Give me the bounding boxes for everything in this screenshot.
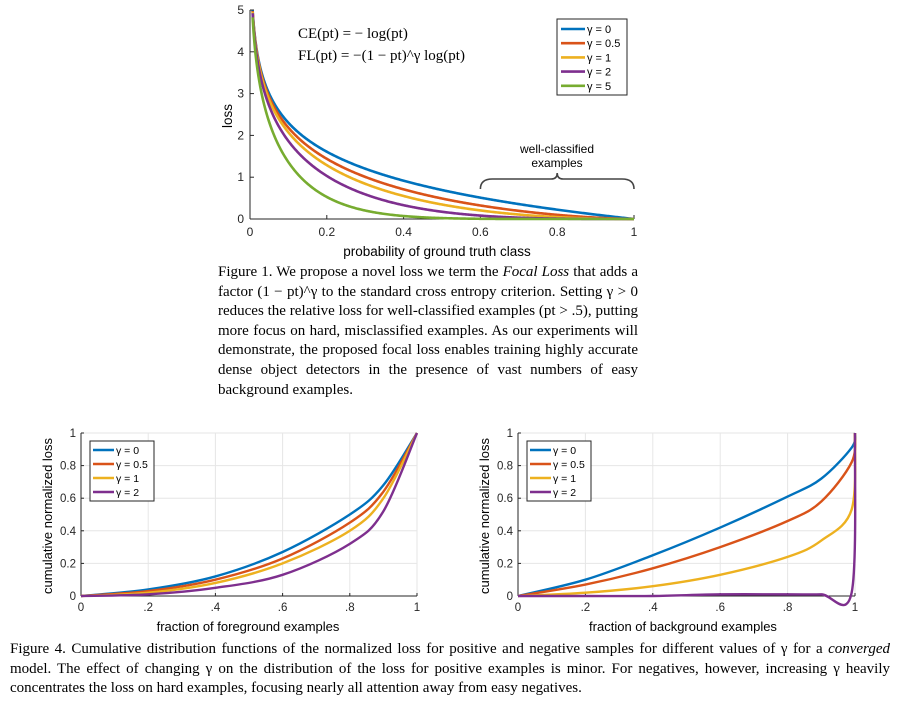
- figure1-caption-text-2: that adds a factor (1 − pt)^γ to the sta…: [218, 264, 638, 398]
- legend-label: γ = 2: [553, 487, 576, 499]
- series-line: [251, 17, 634, 221]
- y-tick-label: 0.4: [497, 526, 514, 538]
- legend-label: γ = 0: [553, 445, 576, 457]
- figure1-chart: 0 0.2 0.4 0.6 0.8 1 0 1 2 3 4 5 probability of grou…: [220, 3, 638, 259]
- figure1-caption-emphasis: Focal Loss: [502, 264, 570, 280]
- x-tick-label: 0.2: [318, 225, 335, 239]
- x-tick-label: 0: [247, 225, 254, 239]
- annotation-line-2: examples: [531, 156, 582, 170]
- x-tick-label: 0.4: [395, 225, 412, 239]
- series-line: [517, 432, 857, 598]
- series-line: [517, 432, 857, 607]
- well-classified-annotation: well-classified examples: [479, 142, 635, 190]
- x-tick-label: 1: [414, 602, 420, 614]
- y-tick-label: 0: [507, 591, 513, 603]
- legend-label: γ = 1: [116, 473, 139, 485]
- figure4-caption-emphasis: converged: [828, 641, 890, 657]
- x-tick-label: .8: [783, 602, 793, 614]
- y-tick-label: 0.2: [497, 558, 513, 570]
- y-tick-label: 1: [507, 428, 513, 440]
- x-tick-label: 0: [515, 602, 521, 614]
- series-line: [80, 432, 419, 598]
- figure1-y-axis-label: loss: [220, 104, 235, 128]
- legend-label: γ = 0.5: [587, 38, 620, 50]
- legend-label: γ = 0: [587, 24, 611, 36]
- y-tick-label: 5: [237, 3, 244, 17]
- series-line: [80, 432, 419, 598]
- figure1-curves: [251, 10, 635, 221]
- annotation-brace: [479, 172, 635, 190]
- figure1-x-axis-label: probability of ground truth class: [343, 244, 531, 259]
- foreground-x-axis-label: fraction of foreground examples: [157, 619, 340, 634]
- figure4-caption-text-2: model. The effect of changing γ on the d…: [10, 660, 890, 697]
- y-tick-label: 0.2: [60, 558, 76, 570]
- series-line: [80, 432, 419, 598]
- legend-label: γ = 5: [587, 81, 611, 93]
- y-tick-label: 0: [237, 212, 244, 226]
- legend-label: γ = 1: [553, 473, 576, 485]
- x-tick-label: .4: [211, 602, 221, 614]
- legend-label: γ = 2: [116, 487, 139, 499]
- foreground-cdf-chart: 0.2.4.6.8 100.20.40.60.81γ = 0γ = 0.5γ = …: [60, 428, 420, 614]
- x-tick-label: .6: [278, 602, 288, 614]
- series-line: [517, 432, 857, 598]
- fl-formula: FL(pt) = −(1 − pt)^γ log(pt): [298, 48, 465, 64]
- y-tick-label: 3: [237, 87, 244, 101]
- figure4-charts: 0.2.4.6.8 100.20.40.60.81γ = 0γ = 0.5γ = …: [40, 428, 858, 634]
- figure1-legend: γ = 0 γ = 0.5 γ = 1 γ = 2 γ = 5: [556, 18, 628, 96]
- figure1-caption: Figure 1. We propose a novel loss we ter…: [218, 263, 638, 400]
- legend-label: γ = 0: [116, 445, 139, 457]
- annotation-line-1: well-classified: [519, 142, 594, 156]
- background-cdf-chart: 0.2.4.6.8 100.20.40.60.81γ = 0γ = 0.5γ = …: [497, 428, 858, 614]
- legend-label: γ = 2: [587, 67, 611, 79]
- y-tick-label: 0.8: [497, 461, 513, 473]
- legend-label: γ = 0.5: [553, 459, 585, 471]
- series-line: [251, 10, 635, 221]
- x-tick-label: 1: [852, 602, 858, 614]
- series-line: [251, 10, 635, 221]
- x-tick-label: .2: [581, 602, 591, 614]
- y-tick-label: 1: [70, 428, 76, 440]
- y-tick-label: 4: [237, 45, 244, 59]
- y-tick-label: 2: [237, 128, 244, 142]
- background-y-axis-label: cumulative normalized loss: [477, 437, 492, 594]
- y-tick-label: 0.6: [60, 493, 76, 505]
- legend-label: γ = 0.5: [116, 459, 148, 471]
- x-tick-label: .6: [715, 602, 725, 614]
- y-tick-label: 1: [237, 170, 244, 184]
- y-tick-label: 0.4: [60, 526, 77, 538]
- ce-formula: CE(pt) = − log(pt): [298, 26, 408, 42]
- x-tick-label: .2: [143, 602, 153, 614]
- legend-label: γ = 1: [587, 52, 611, 64]
- figure1-caption-text: Figure 1. We propose a novel loss we ter…: [218, 264, 503, 280]
- series-line: [80, 432, 419, 598]
- y-tick-label: 0.8: [60, 461, 76, 473]
- x-tick-label: 0.8: [549, 225, 566, 239]
- figure4-caption-text: Figure 4. Cumulative distribution functi…: [10, 641, 829, 657]
- x-tick-label: .8: [345, 602, 355, 614]
- x-tick-label: 0.6: [472, 225, 489, 239]
- figure4-caption: Figure 4. Cumulative distribution functi…: [10, 640, 890, 699]
- y-tick-label: 0.6: [497, 493, 513, 505]
- background-x-axis-label: fraction of background examples: [589, 619, 777, 634]
- y-tick-label: 0: [70, 591, 76, 603]
- x-tick-label: .4: [648, 602, 658, 614]
- foreground-y-axis-label: cumulative normalized loss: [40, 437, 55, 594]
- series-line: [517, 432, 857, 598]
- x-tick-label: 0: [78, 602, 84, 614]
- figure1-tick-labels: 0 0.2 0.4 0.6 0.8 1 0 1 2 3 4 5: [237, 3, 637, 239]
- x-tick-label: 1: [631, 225, 638, 239]
